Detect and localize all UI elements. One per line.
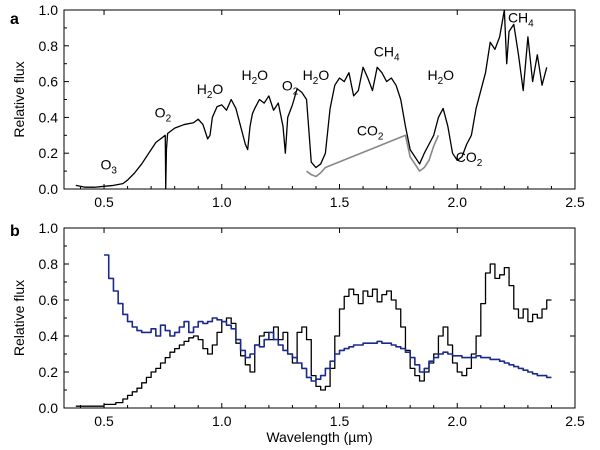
x-tick-label: 1.5 (330, 413, 350, 429)
annotation-subscript: 2 (166, 113, 172, 124)
annotation-label: CO2 (456, 149, 483, 169)
annotation-label: CO2 (357, 122, 384, 142)
annotation-label: O2 (282, 78, 299, 98)
x-tick-label: 1.0 (212, 413, 232, 429)
y-tick-label: 0.2 (39, 364, 59, 380)
series-line-0 (75, 263, 552, 407)
panel-letter: a (10, 11, 19, 28)
annotation-label: CH4 (508, 10, 534, 30)
x-axis-title: Wavelength (µm) (266, 429, 372, 445)
annotation-label: CH4 (374, 44, 400, 64)
annotation-label: O2 (155, 104, 172, 124)
x-tick-label: 2.0 (448, 413, 468, 429)
annotation-tail: O (257, 67, 268, 83)
panel-a: a 0.5 1.0 1.5 2.0 2.5 0.0 0.2 0.4 0.6 0.8 1.0 Relati… (10, 2, 585, 210)
annotation-tail: O (318, 67, 329, 83)
annotation-label: H2O (197, 81, 224, 101)
annotation-label: H2O (427, 67, 454, 87)
y-tick-label: 0.8 (39, 38, 59, 54)
annotation-subscript: 3 (111, 165, 117, 176)
annotation-subscript: 2 (313, 76, 319, 87)
x-tick-label: 0.5 (94, 413, 114, 429)
panel-letter: b (10, 223, 20, 240)
series-line-1 (104, 254, 552, 382)
annotation-tail: O (443, 67, 454, 83)
annotation-subscript: 4 (394, 53, 400, 64)
x-tick-label: 2.0 (448, 194, 468, 210)
plot-frame (63, 9, 576, 190)
y-tick-label: 0.0 (39, 181, 59, 197)
x-tick-label: 1.0 (212, 194, 232, 210)
annotation-base: H (197, 81, 207, 97)
y-tick-label: 0.0 (39, 400, 59, 416)
annotation-base: CH (508, 10, 528, 26)
y-tick-label: 0.8 (39, 256, 59, 272)
y-axis-title: Relative flux (11, 61, 27, 137)
annotation-base: H (427, 67, 437, 83)
annotation-base: CO (456, 149, 477, 165)
annotation-label: H2O (241, 67, 268, 87)
annotation-subscript: 2 (477, 158, 483, 169)
plot-frame (63, 227, 576, 409)
x-tick-label: 1.5 (330, 194, 350, 210)
panel-b: b 0.5 1.0 1.5 2.0 2.5 0.0 0.2 0.4 0.6 0.8 1.0 Relati… (10, 220, 585, 445)
annotation-subscript: 2 (207, 90, 213, 101)
series-line-0 (75, 9, 548, 190)
annotation-base: O (155, 104, 166, 120)
annotation-base: H (241, 67, 251, 83)
annotation-subscript: 2 (438, 76, 444, 87)
annotation-base: O (282, 78, 293, 94)
annotation-base: CO (357, 122, 378, 138)
annotation-label: H2O (303, 67, 330, 87)
y-tick-label: 0.6 (39, 292, 59, 308)
annotation-tail: O (212, 81, 223, 97)
y-tick-label: 0.6 (39, 74, 59, 90)
x-tick-label: 0.5 (94, 194, 114, 210)
annotation-base: O (101, 156, 112, 172)
series-line-1 (306, 134, 440, 178)
y-tick-label: 0.4 (39, 328, 59, 344)
annotation-subscript: 4 (528, 19, 534, 30)
y-tick-label: 1.0 (39, 2, 59, 18)
x-tick-label: 2.5 (565, 194, 585, 210)
annotation-base: CH (374, 44, 394, 60)
y-tick-label: 0.4 (39, 109, 59, 125)
y-tick-label: 1.0 (39, 220, 59, 236)
x-tick-label: 2.5 (565, 413, 585, 429)
annotation-subscript: 2 (252, 76, 258, 87)
annotation-base: H (303, 67, 313, 83)
y-tick-label: 0.2 (39, 145, 59, 161)
annotation-subscript: 2 (378, 131, 384, 142)
annotation-subscript: 2 (293, 87, 299, 98)
y-axis-title: Relative flux (11, 280, 27, 356)
annotation-label: O3 (101, 156, 118, 176)
